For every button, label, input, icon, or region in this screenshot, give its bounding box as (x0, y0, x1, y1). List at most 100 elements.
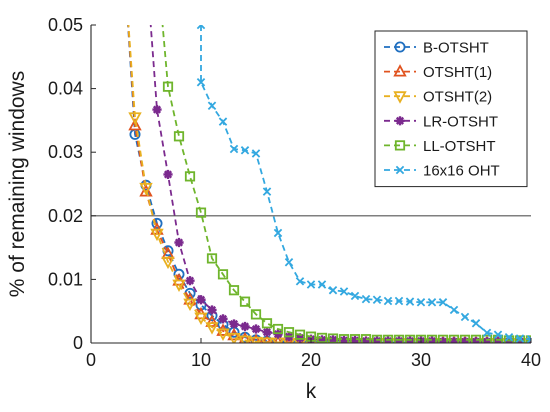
data-point (238, 331, 252, 343)
data-point (526, 334, 531, 343)
series-layer (127, 25, 531, 343)
data-point (161, 256, 175, 270)
y-tick-label: 0.04 (48, 79, 83, 99)
legend: B-OTSHT OTSHT(1) OTSHT(2) LR-OTSHT LL-OTSHT 1… (374, 30, 528, 188)
y-tick-label: 0 (73, 333, 83, 353)
data-point (504, 333, 514, 342)
data-point (339, 287, 349, 296)
x-tick-label: 40 (521, 350, 541, 370)
data-point (240, 146, 250, 155)
data-point (350, 291, 360, 301)
data-point (229, 319, 239, 329)
data-point (262, 187, 272, 196)
data-point (196, 25, 206, 30)
data-point (394, 296, 404, 306)
data-point (372, 336, 382, 343)
data-point (449, 305, 459, 315)
data-point (316, 332, 328, 343)
data-point (383, 336, 393, 343)
data-point (437, 334, 449, 343)
data-point (382, 334, 394, 343)
data-point (339, 335, 349, 343)
data-point (260, 337, 274, 343)
data-point (128, 117, 142, 131)
data-point (262, 327, 272, 337)
data-point (150, 228, 164, 242)
series-ll-otsht (161, 25, 531, 343)
data-point (471, 337, 481, 343)
x-tick-label: 0 (86, 350, 96, 370)
data-point (360, 334, 372, 343)
data-point (250, 333, 262, 343)
legend-marker (395, 116, 405, 126)
series-line (127, 25, 531, 343)
data-point (184, 171, 196, 182)
data-point (438, 298, 448, 307)
data-point (185, 276, 195, 286)
data-point (206, 253, 218, 264)
data-point (239, 296, 251, 307)
data-point (195, 207, 207, 218)
data-point (205, 322, 219, 335)
data-point (227, 333, 241, 343)
data-point (482, 328, 492, 338)
legend-label: OTSHT(2) (423, 89, 492, 106)
data-point (207, 101, 217, 111)
data-point (449, 337, 459, 343)
data-point (448, 334, 460, 343)
legend-entry: LR-OTSHT (384, 113, 498, 130)
data-point (317, 280, 327, 289)
data-point (427, 336, 437, 343)
legend-entry: OTSHT(2) (384, 89, 492, 106)
data-point (349, 334, 361, 343)
data-point (216, 328, 230, 341)
data-point (262, 334, 272, 343)
legend-entry: 16x16 OHT (384, 163, 500, 180)
y-tick-label: 0.03 (48, 142, 83, 162)
data-point (338, 334, 350, 343)
data-point (482, 337, 492, 343)
legend-label: B-OTSHT (423, 40, 489, 57)
legend-entry: OTSHT(1) (384, 64, 492, 81)
axes (90, 24, 532, 344)
data-point (139, 182, 153, 196)
series-lr-otsht (149, 25, 531, 343)
data-point (361, 294, 371, 304)
data-point (218, 117, 228, 126)
data-point (272, 323, 284, 335)
data-point (438, 337, 448, 343)
data-point (460, 337, 470, 343)
data-point (151, 217, 163, 229)
tick-labels: 0 10 20 30 40 0 0.01 0.02 0.03 0.04 0.05 (48, 15, 541, 370)
data-point (405, 336, 415, 343)
data-point (515, 334, 525, 343)
legend-label: OTSHT(1) (423, 64, 492, 81)
data-point (459, 334, 471, 343)
data-point (416, 298, 426, 307)
legend-marker (395, 165, 405, 175)
series-line (127, 25, 531, 343)
series-16x16-oht (196, 25, 531, 343)
data-point (426, 334, 438, 343)
y-axis-label: % of remaining windows (6, 71, 29, 297)
data-point (493, 337, 503, 343)
legend-marker (393, 64, 407, 77)
data-point (404, 334, 416, 343)
legend-marker (393, 91, 407, 104)
data-point (493, 330, 503, 339)
data-point (284, 334, 294, 343)
data-point (371, 334, 383, 343)
y-tick-label: 0.05 (48, 15, 83, 35)
data-point (196, 295, 206, 305)
data-point (284, 257, 294, 267)
y-tick-label: 0.02 (48, 206, 83, 226)
x-tick-label: 20 (301, 350, 321, 370)
x-axis-label: k (306, 380, 317, 403)
data-point (394, 336, 404, 343)
data-point (294, 329, 306, 340)
data-point (218, 314, 228, 324)
y-tick-label: 0.01 (48, 269, 83, 289)
data-point (525, 335, 531, 343)
data-point (128, 112, 142, 125)
